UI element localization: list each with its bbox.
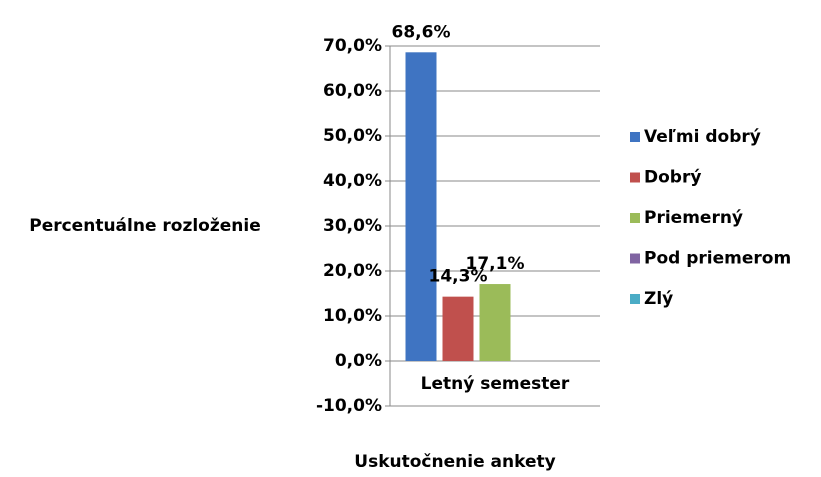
- legend-label: Priemerný: [644, 208, 743, 228]
- y-tick-label: 60,0%: [323, 81, 382, 101]
- data-label: 14,3%: [429, 267, 488, 287]
- y-tick-label: 20,0%: [323, 261, 382, 281]
- legend-swatch: [630, 172, 640, 183]
- y-axis-title: Percentuálne rozloženie: [29, 216, 261, 236]
- legend-swatch: [630, 132, 640, 142]
- y-tick-label: 40,0%: [323, 171, 382, 191]
- y-tick-label: 30,0%: [323, 216, 382, 236]
- legend-swatch: [630, 213, 640, 223]
- legend-label: Veľmi dobrý: [644, 127, 761, 147]
- bar: [479, 284, 511, 361]
- legend-label: Pod priemerom: [644, 249, 791, 269]
- legend-label: Dobrý: [644, 168, 701, 188]
- legend-swatch: [630, 253, 640, 264]
- legend-label: Zlý: [644, 289, 673, 309]
- data-label: 17,1%: [466, 254, 525, 274]
- x-tick-label: Letný semester: [421, 374, 570, 394]
- data-label: 68,6%: [392, 22, 451, 42]
- y-tick-label: 0,0%: [335, 351, 382, 371]
- y-tick-label: -10,0%: [316, 396, 382, 416]
- y-tick-label: 10,0%: [323, 306, 382, 326]
- y-tick-label: 50,0%: [323, 126, 382, 146]
- legend-swatch: [630, 294, 640, 304]
- bar: [442, 296, 474, 361]
- bar: [405, 52, 437, 362]
- x-axis-title: Uskutočnenie ankety: [354, 452, 555, 472]
- y-tick-label: 70,0%: [323, 36, 382, 56]
